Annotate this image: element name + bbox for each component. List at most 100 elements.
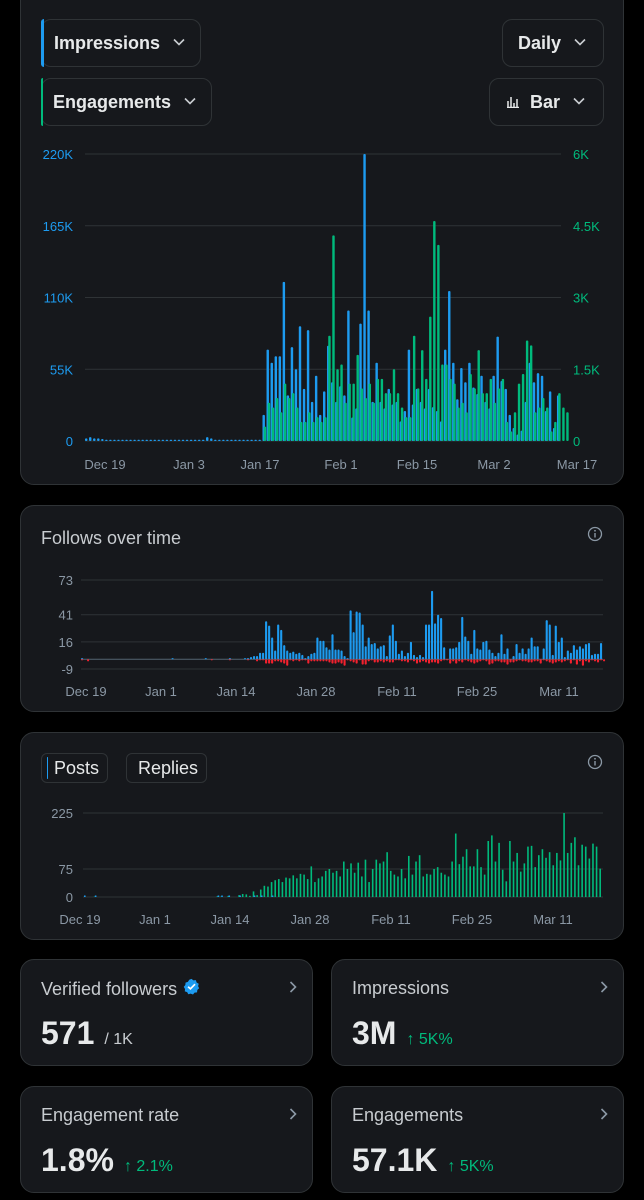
follows-bar — [256, 655, 259, 660]
metric1-selector[interactable]: Impressions — [41, 19, 201, 67]
follows-bar — [367, 637, 370, 660]
left-tick-label: 220K — [43, 147, 74, 162]
engagements-bar — [501, 378, 505, 441]
unfollows-bar — [590, 659, 594, 661]
follows-bar — [301, 654, 304, 660]
engagements-bar — [291, 393, 295, 441]
replies-bar — [556, 852, 558, 897]
unfollows-bar — [449, 659, 452, 664]
follows-bar — [376, 648, 379, 660]
info-icon[interactable] — [587, 754, 603, 775]
replies-bar — [516, 852, 518, 897]
replies-bar — [350, 863, 352, 897]
follows-bar — [593, 653, 597, 660]
engagements-bar — [538, 407, 541, 441]
x-tick-label: Dec 19 — [84, 457, 125, 472]
follows-bar — [364, 646, 367, 660]
engagements-bar — [316, 417, 319, 441]
replies-bar — [458, 864, 461, 897]
engagements-bar — [312, 421, 315, 441]
replies-bar — [512, 861, 515, 897]
unfollows-bar — [289, 659, 292, 661]
impressions-bar — [149, 439, 152, 441]
engagements-bar — [344, 402, 347, 441]
unfollows-bar — [262, 659, 265, 661]
follows-bar — [497, 652, 500, 660]
impressions-bar — [85, 438, 88, 441]
unfollows-bar — [418, 659, 422, 663]
stat-engagements[interactable]: Engagements 57.1K ↑ 5K% — [331, 1086, 624, 1193]
period-selector[interactable]: Daily — [502, 19, 604, 67]
engagements-bar — [497, 388, 501, 441]
posts-bar — [84, 895, 86, 897]
follows-bar — [171, 658, 174, 660]
posts-bar — [221, 895, 223, 897]
x-tick-label: Jan 17 — [240, 457, 279, 472]
impressions-bar — [93, 438, 96, 441]
x-tick-label: Mar 17 — [557, 457, 597, 472]
follows-bar — [424, 624, 428, 660]
engagements-bar — [533, 412, 537, 441]
unfollows-bar — [518, 659, 521, 661]
legend-replies[interactable]: Replies — [126, 753, 207, 783]
stat-title: Engagements — [352, 1105, 464, 1125]
engagements-bar — [416, 388, 420, 441]
engagements-bar — [562, 407, 565, 441]
follows-bar — [590, 654, 594, 660]
follows-bar — [373, 642, 376, 660]
engagements-bar — [364, 397, 367, 441]
unfollows-bar — [587, 659, 591, 663]
unfollows-bar — [210, 659, 213, 661]
follows-bar — [482, 641, 485, 660]
stat-impressions[interactable]: Impressions 3M ↑ 5K% — [331, 959, 624, 1066]
info-icon[interactable] — [587, 526, 603, 547]
engagements-bar — [308, 412, 311, 441]
engagements-bar — [509, 431, 513, 441]
legend-posts[interactable]: Posts — [41, 753, 108, 783]
follows-bar — [265, 621, 268, 660]
unfollows-bar — [274, 659, 277, 662]
engagements-bar — [465, 412, 468, 441]
replies-bar — [335, 870, 338, 897]
follows-bar — [370, 644, 373, 660]
stat-value-wrap: 57.1K ↑ 5K% — [352, 1142, 494, 1179]
metric2-selector[interactable]: Engagements — [41, 78, 212, 126]
impressions-bar — [254, 439, 257, 441]
replies-bar — [501, 869, 504, 897]
engagements-bar — [554, 421, 557, 441]
follows-bar — [506, 648, 509, 660]
replies-bar — [426, 873, 428, 897]
follows-bar — [412, 654, 416, 660]
follows-bar — [289, 652, 292, 660]
follows-bar — [524, 653, 527, 660]
unfollows-bar — [406, 659, 409, 663]
engagements-bar — [521, 374, 525, 441]
follows-bar — [313, 652, 316, 660]
unfollows-bar — [325, 659, 328, 662]
follows-bar — [500, 634, 503, 660]
impressions-bar — [169, 439, 173, 441]
engagements-bar — [550, 431, 553, 441]
replies-bar — [375, 859, 378, 897]
unfollows-bar — [81, 659, 84, 661]
replies-bar — [216, 896, 219, 897]
follows-bar — [503, 653, 506, 660]
replies-bar — [581, 844, 583, 897]
follows-bar — [252, 655, 256, 660]
unfollows-bar — [370, 659, 373, 661]
impressions-bar — [222, 439, 225, 441]
engagements-bar — [473, 388, 476, 441]
replies-bar — [527, 846, 529, 897]
stat-verified-followers[interactable]: Verified followers 571 / 1K — [20, 959, 313, 1066]
engagements-bar — [489, 378, 493, 441]
x-tick-label: Jan 14 — [210, 912, 249, 927]
follows-bar — [268, 625, 271, 660]
chart-type-selector[interactable]: Bar — [489, 78, 604, 126]
replies-bar — [324, 870, 327, 897]
stat-value: 57.1K — [352, 1142, 438, 1178]
engagements-bar — [328, 335, 331, 441]
follows-bar — [397, 653, 400, 660]
replies-bar — [559, 860, 562, 897]
stat-engagement-rate[interactable]: Engagement rate 1.8% ↑ 2.1% — [20, 1086, 313, 1193]
replies-bar — [534, 867, 536, 897]
